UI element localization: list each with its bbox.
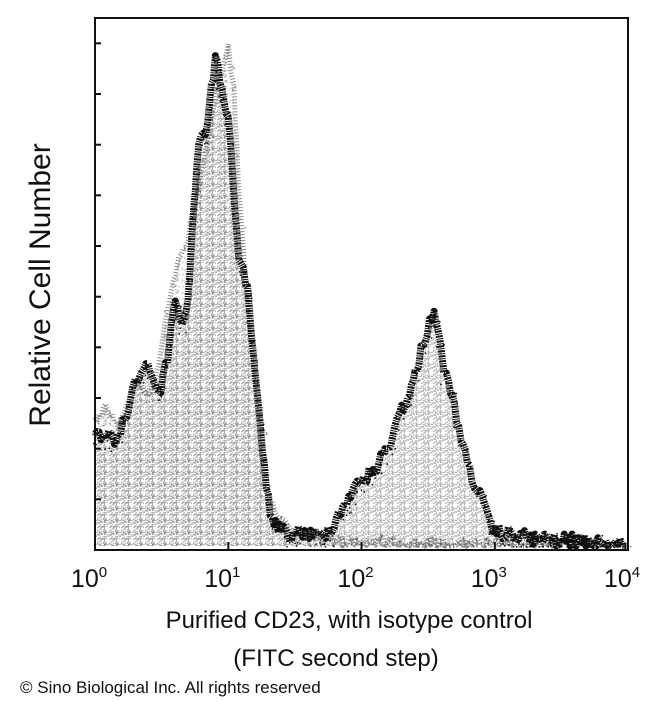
x-tick-label: 102 (337, 564, 373, 593)
y-axis-ticks (95, 42, 101, 501)
series-outline-0 (92, 41, 629, 549)
x-tick-label-base: 10 (71, 565, 99, 593)
y-axis-label: Relative Cell Number (24, 143, 57, 426)
x-tick-label-exponent: 2 (365, 564, 373, 581)
x-tick-label-exponent: 3 (499, 564, 507, 581)
x-tick-label-base: 10 (337, 565, 365, 593)
x-tick-label-base: 10 (604, 565, 632, 593)
series-layer (92, 41, 632, 550)
series-dark-stipple (92, 52, 630, 550)
x-tick-label: 101 (204, 564, 240, 593)
x-tick-label: 104 (604, 564, 640, 593)
series-area-1 (95, 55, 628, 546)
x-axis-label-line1: Purified CD23, with isotype control (166, 607, 533, 634)
x-tick-label-base: 10 (471, 565, 499, 593)
x-tick-label: 103 (471, 564, 507, 593)
x-tick-label-exponent: 0 (99, 564, 107, 581)
x-axis-label-line2: (FITC second step) (233, 645, 438, 672)
x-tick-label-base: 10 (204, 565, 232, 593)
x-tick-label-exponent: 4 (632, 564, 640, 581)
copyright-notice: © Sino Biological Inc. All rights reserv… (20, 678, 321, 697)
series-speckles-1 (92, 61, 625, 548)
x-tick-label-exponent: 1 (232, 564, 240, 581)
x-tick-label: 100 (71, 564, 107, 593)
x-axis-ticks: 100 101 102 103 104 (71, 542, 640, 593)
